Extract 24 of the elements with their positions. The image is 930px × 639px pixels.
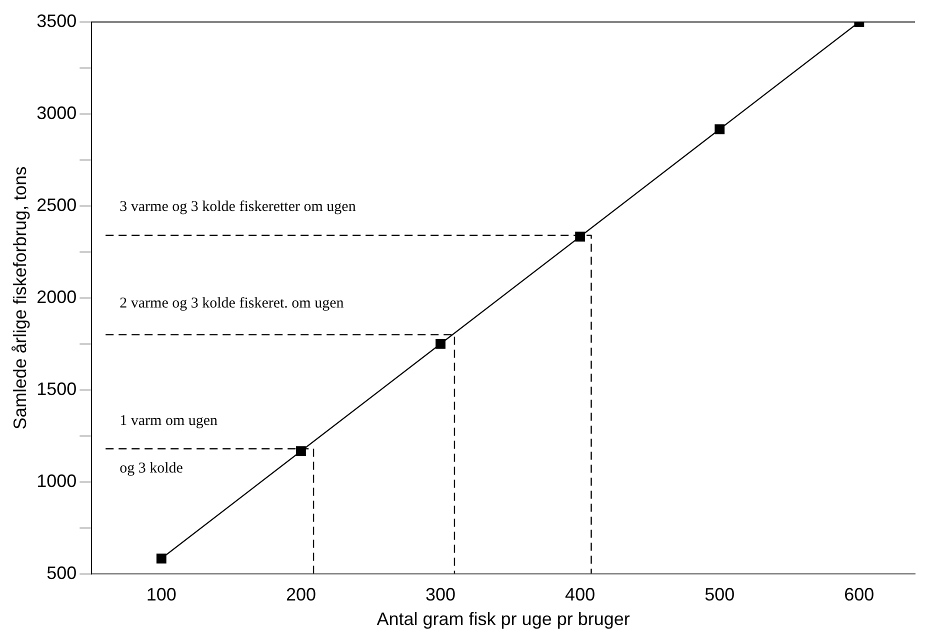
y-tick-label: 2000	[36, 286, 77, 307]
point	[714, 124, 725, 134]
point	[156, 554, 166, 564]
point	[575, 232, 586, 242]
y-tick-label: 3500	[36, 10, 77, 31]
y-tick-label: 500	[46, 562, 77, 583]
y-tick-label: 3000	[36, 102, 77, 123]
x-tick-label: 400	[565, 584, 596, 605]
annotation: og 3 kolde	[120, 460, 184, 476]
x-tick-label: 500	[704, 584, 735, 605]
x-tick-label: 300	[426, 584, 456, 605]
annotation: 3 varme og 3 kolde fiskeretter om ugen	[120, 198, 356, 215]
y-tick-label: 2500	[36, 194, 77, 215]
x-tick-label: 600	[844, 584, 874, 605]
x-tick-label: 100	[146, 584, 176, 605]
x-tick-label: 200	[286, 584, 316, 605]
x-axis-title: Antal gram fisk pr uge pr bruger	[376, 609, 630, 630]
y-tick-label: 1500	[36, 378, 77, 399]
y-tick-label: 1000	[36, 470, 77, 491]
point	[296, 446, 306, 456]
annotation: 2 varme og 3 kolde fiskeret. om ugen	[120, 295, 344, 312]
annotation: 1 varm om ugen	[120, 412, 218, 429]
y-axis-title: Samlede årlige fiskeforbrug, tons	[10, 166, 30, 430]
point	[436, 338, 446, 349]
